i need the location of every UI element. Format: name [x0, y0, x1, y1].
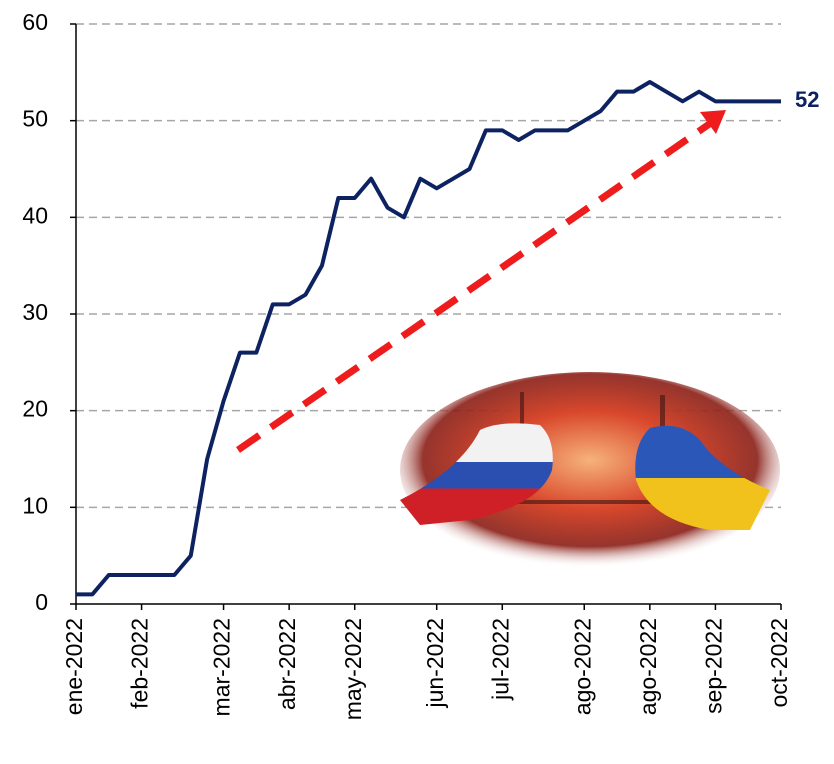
trend-arrow-head [700, 110, 726, 134]
x-tick-label: may-2022 [340, 618, 366, 720]
y-tick-label: 10 [22, 492, 48, 518]
x-tick-label: oct-2022 [766, 618, 792, 708]
x-tick-label: ago-2022 [569, 618, 595, 715]
x-tick-label: ene-2022 [61, 618, 87, 715]
y-tick-label: 20 [22, 396, 48, 422]
x-tick-label: feb-2022 [127, 618, 153, 709]
trend-arrow [236, 115, 720, 453]
x-tick-label: jun-2022 [422, 618, 448, 709]
y-tick-label: 30 [22, 299, 48, 325]
y-tick-label: 40 [22, 202, 48, 228]
end-value-label: 52 [795, 87, 819, 112]
x-tick-label: jul-2022 [487, 618, 513, 701]
illustration [400, 372, 780, 568]
y-tick-label: 50 [22, 106, 48, 132]
x-tick-label: mar-2022 [209, 618, 235, 716]
plot: 0 10 20 30 40 50 60 ene-2022 feb-2022 mar-2022 abr… [22, 9, 819, 720]
x-tick-label: abr-2022 [274, 618, 300, 710]
y-tick-label: 60 [22, 9, 48, 35]
x-tick-label: ago-2022 [635, 618, 661, 715]
y-tick-label: 0 [35, 589, 48, 615]
line-series [76, 80, 781, 597]
x-tick-label: sep-2022 [700, 618, 726, 714]
